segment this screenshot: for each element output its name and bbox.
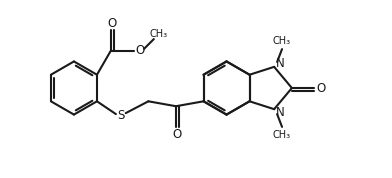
Text: S: S — [117, 109, 125, 122]
Text: CH₃: CH₃ — [273, 130, 291, 140]
Text: O: O — [136, 44, 145, 57]
Text: N: N — [276, 106, 285, 119]
Text: O: O — [317, 82, 326, 95]
Text: N: N — [276, 57, 285, 70]
Text: O: O — [172, 128, 181, 141]
Text: O: O — [107, 17, 116, 30]
Text: CH₃: CH₃ — [273, 36, 291, 46]
Text: CH₃: CH₃ — [150, 29, 168, 39]
